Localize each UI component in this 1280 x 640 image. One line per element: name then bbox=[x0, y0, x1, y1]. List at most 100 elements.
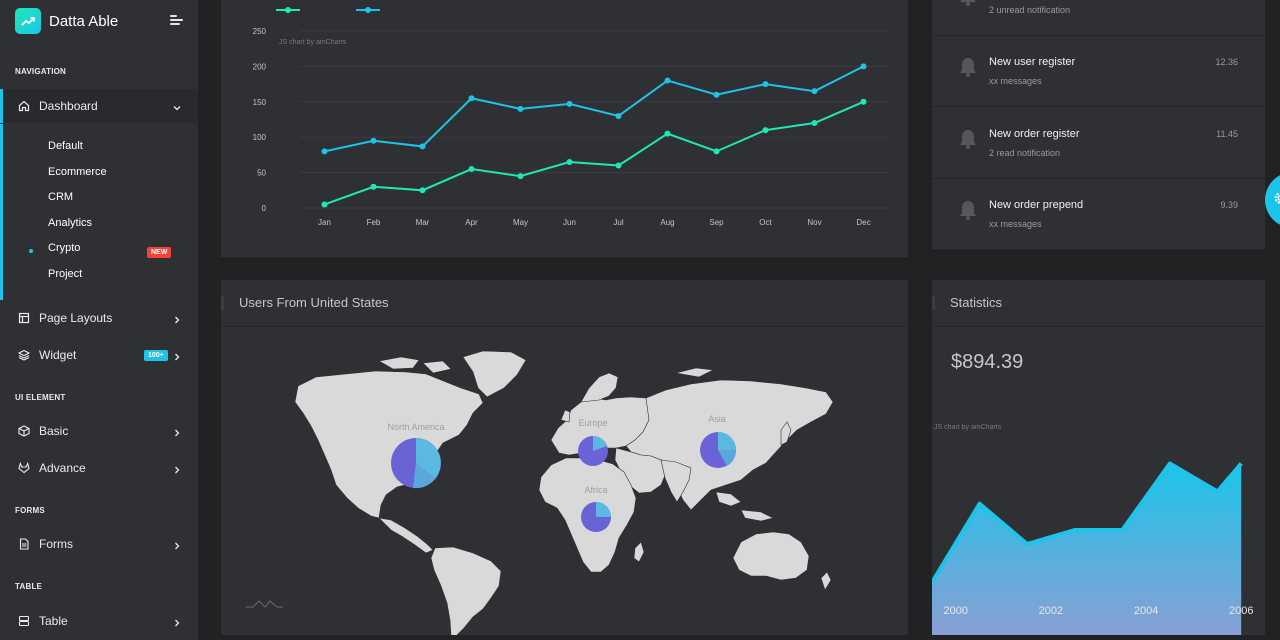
data-point[interactable] bbox=[811, 88, 818, 95]
region-pie-africa[interactable]: Africa bbox=[581, 485, 611, 532]
sidebar-item-basic[interactable]: Basic bbox=[0, 414, 198, 448]
gitlab-icon bbox=[17, 462, 30, 475]
x-tick-label: Jun bbox=[563, 218, 576, 227]
x-tick-label: Feb bbox=[367, 218, 381, 227]
line-chart-card: 0 50 100 150 200 250 Jan Feb Mar Apr May Jun Jul Aug… bbox=[221, 0, 908, 257]
layout-icon bbox=[17, 312, 30, 325]
data-point[interactable] bbox=[860, 98, 867, 105]
x-tick-label: Aug bbox=[660, 218, 674, 227]
region-pie-europe[interactable]: Europe bbox=[578, 418, 608, 466]
data-point[interactable] bbox=[468, 166, 475, 173]
card-title: Statistics bbox=[950, 295, 1003, 310]
data-point[interactable] bbox=[517, 105, 524, 112]
y-tick-label: 100 bbox=[253, 133, 267, 142]
notification-item[interactable]: 2 unread notification bbox=[932, 0, 1265, 36]
data-point[interactable] bbox=[664, 77, 671, 84]
map-home-icon[interactable] bbox=[246, 600, 283, 608]
data-point[interactable] bbox=[566, 100, 573, 107]
sidebar-item-label: Forms bbox=[39, 537, 73, 551]
data-point[interactable] bbox=[321, 201, 328, 208]
notification-item[interactable]: New order register 2 read notification 1… bbox=[932, 108, 1265, 179]
region-label: Asia bbox=[708, 414, 726, 424]
data-point[interactable] bbox=[811, 120, 818, 127]
x-tick-label: 2004 bbox=[1134, 605, 1158, 617]
y-tick-label: 150 bbox=[253, 98, 267, 107]
settings-toggle[interactable] bbox=[1265, 172, 1280, 228]
chevron-down-icon bbox=[173, 101, 181, 115]
notification-time: 12.36 bbox=[1215, 57, 1238, 67]
y-tick-label: 0 bbox=[262, 204, 267, 213]
sidebar-item-page-layouts[interactable]: Page Layouts bbox=[0, 301, 198, 335]
notification-subtitle: 2 read notification bbox=[989, 148, 1061, 158]
data-point[interactable] bbox=[615, 162, 622, 169]
sidebar-item-label: Advance bbox=[39, 461, 86, 475]
data-point[interactable] bbox=[370, 137, 377, 144]
notification-card: 2 unread notification New user register … bbox=[932, 0, 1265, 249]
sidebar-item-label: Widget bbox=[39, 348, 77, 362]
data-point[interactable] bbox=[419, 187, 426, 194]
bell-icon bbox=[957, 56, 979, 83]
sidebar-item-dashboard[interactable]: Dashboard bbox=[0, 89, 198, 123]
data-point[interactable] bbox=[321, 148, 328, 155]
data-point[interactable] bbox=[664, 130, 671, 137]
region-pie-north-america[interactable]: North America bbox=[387, 422, 445, 489]
notification-title: New user register bbox=[989, 56, 1076, 68]
menu-toggle-icon[interactable] bbox=[170, 15, 183, 27]
data-point[interactable] bbox=[860, 63, 867, 70]
brand-name: Datta Able bbox=[49, 12, 119, 30]
region-pie-asia[interactable]: Asia bbox=[700, 414, 737, 468]
world-map[interactable]: North America Europe Asia Africa bbox=[221, 280, 908, 635]
submenu-item-analytics[interactable]: Analytics bbox=[48, 217, 93, 229]
nav-caption-table: TABLE bbox=[15, 582, 43, 591]
data-point[interactable] bbox=[615, 112, 622, 119]
notification-subtitle: xx messages bbox=[989, 219, 1042, 229]
x-tick-label: Nov bbox=[807, 218, 821, 227]
submenu-item-crypto[interactable]: Crypto bbox=[48, 242, 81, 254]
notification-subtitle: 2 unread notification bbox=[989, 5, 1071, 15]
layers-icon bbox=[17, 349, 30, 362]
data-point[interactable] bbox=[517, 173, 524, 180]
data-point[interactable] bbox=[762, 81, 769, 88]
sidebar-item-forms[interactable]: Forms bbox=[0, 527, 198, 561]
x-tick-label: 2006 bbox=[1229, 605, 1253, 617]
sidebar-item-advance[interactable]: Advance bbox=[0, 451, 198, 485]
y-tick-label: 200 bbox=[253, 62, 267, 71]
chevron-right-icon bbox=[173, 539, 181, 553]
data-point[interactable] bbox=[566, 158, 573, 165]
new-badge: NEW bbox=[147, 247, 172, 258]
chevron-right-icon bbox=[173, 350, 181, 364]
count-badge: 100+ bbox=[144, 350, 168, 361]
data-point[interactable] bbox=[713, 148, 720, 155]
chevron-right-icon bbox=[173, 616, 181, 630]
chevron-right-icon bbox=[173, 426, 181, 440]
y-tick-label: 250 bbox=[253, 27, 267, 36]
notification-title: New order prepend bbox=[989, 199, 1084, 211]
x-tick-label: Dec bbox=[856, 218, 870, 227]
notification-time: 9.39 bbox=[1220, 200, 1238, 210]
data-point[interactable] bbox=[762, 127, 769, 134]
submenu-item-project[interactable]: Project bbox=[48, 268, 83, 280]
data-point[interactable] bbox=[419, 143, 426, 150]
submenu-item-crm[interactable]: CRM bbox=[48, 191, 74, 203]
chevron-right-icon bbox=[173, 463, 181, 477]
region-label: Africa bbox=[584, 485, 607, 495]
brand[interactable]: Datta Able bbox=[15, 8, 118, 34]
active-dot bbox=[29, 249, 33, 253]
data-point[interactable] bbox=[370, 183, 377, 190]
area-series-line bbox=[932, 461, 1243, 584]
gear-icon bbox=[1273, 191, 1280, 210]
series-line bbox=[324, 65, 864, 153]
sidebar-item-table[interactable]: Table bbox=[0, 604, 198, 638]
sidebar-item-label: Dashboard bbox=[39, 99, 98, 113]
sidebar-item-widget[interactable]: Widget 100+ bbox=[0, 338, 198, 372]
data-point[interactable] bbox=[713, 91, 720, 98]
notification-item[interactable]: New order prepend xx messages 9.39 bbox=[932, 179, 1265, 249]
x-tick-label: May bbox=[513, 218, 528, 227]
submenu-item-default[interactable]: Default bbox=[48, 140, 83, 152]
x-tick-label: Oct bbox=[759, 218, 772, 227]
notification-item[interactable]: New user register xx messages 12.36 bbox=[932, 36, 1265, 107]
x-tick-label: 2000 bbox=[944, 605, 968, 617]
data-point[interactable] bbox=[468, 95, 475, 102]
region-label: Europe bbox=[578, 418, 607, 428]
submenu-item-ecommerce[interactable]: Ecommerce bbox=[48, 166, 107, 178]
